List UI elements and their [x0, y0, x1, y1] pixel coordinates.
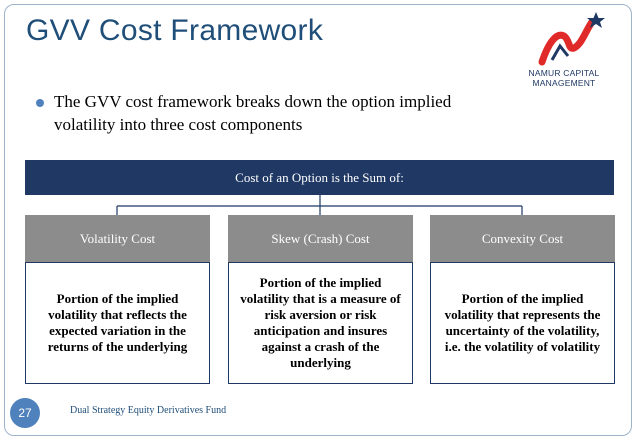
slide-frame	[4, 4, 632, 436]
bullet-text: The GVV cost framework breaks down the o…	[54, 92, 452, 134]
component-header-skew: Skew (Crash) Cost	[228, 215, 413, 262]
root-node: Cost of an Option is the Sum of:	[25, 160, 614, 195]
component-header-convexity: Convexity Cost	[430, 215, 615, 262]
component-header-volatility: Volatility Cost	[25, 215, 210, 262]
component-desc-text: Portion of the implied volatility that r…	[444, 291, 601, 354]
component-desc-convexity: Portion of the implied volatility that r…	[430, 262, 615, 384]
page-number: 27	[10, 398, 40, 428]
bullet-item: The GVV cost framework breaks down the o…	[36, 90, 516, 136]
logo-mark-icon	[538, 12, 605, 66]
component-desc-text: Portion of the implied volatility that r…	[47, 291, 188, 354]
component-desc-text: Portion of the implied volatility that i…	[240, 275, 401, 370]
logo-text: NAMUR CAPITAL MANAGEMENT	[512, 68, 616, 88]
slide-title: GVV Cost Framework	[26, 14, 324, 47]
logo-line-2: MANAGEMENT	[532, 78, 596, 88]
component-desc-skew: Portion of the implied volatility that i…	[228, 262, 413, 384]
component-desc-volatility: Portion of the implied volatility that r…	[25, 262, 210, 384]
namur-capital-logo: NAMUR CAPITAL MANAGEMENT	[512, 10, 616, 100]
bullet-dot-icon	[36, 99, 44, 107]
footer-text: Dual Strategy Equity Derivatives Fund	[70, 405, 227, 416]
logo-line-1: NAMUR CAPITAL	[528, 68, 600, 78]
